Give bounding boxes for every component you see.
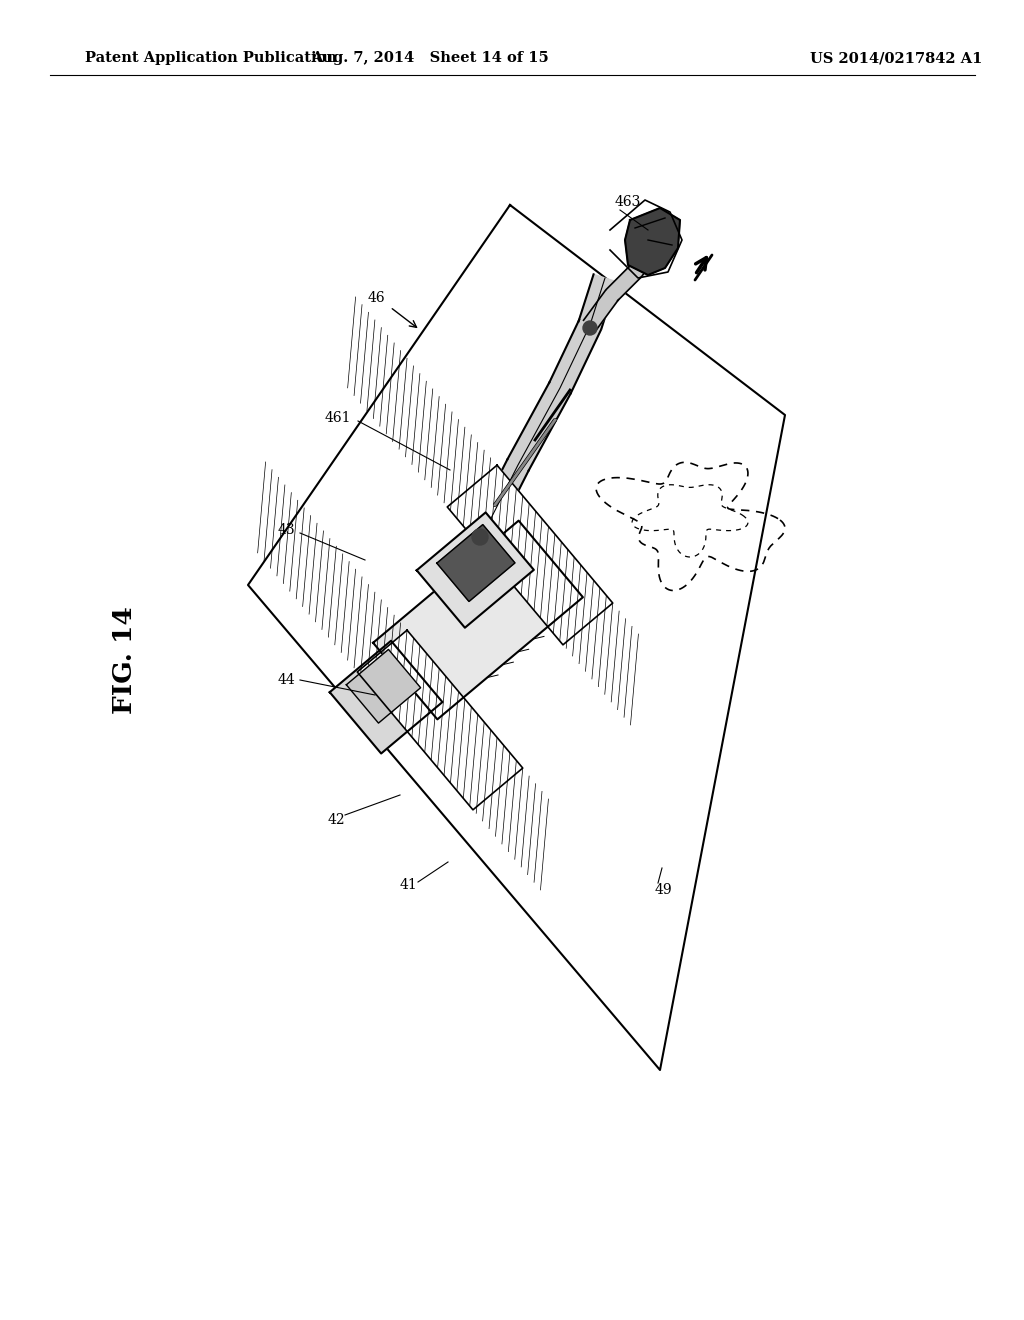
- Text: 42: 42: [328, 813, 346, 828]
- Polygon shape: [417, 512, 534, 628]
- Polygon shape: [606, 267, 641, 301]
- Polygon shape: [373, 520, 583, 719]
- Polygon shape: [469, 459, 528, 545]
- Text: 46: 46: [368, 290, 386, 305]
- Text: 41: 41: [400, 878, 418, 892]
- Circle shape: [472, 529, 488, 545]
- Text: 44: 44: [278, 673, 296, 686]
- Text: 463: 463: [615, 195, 641, 209]
- Text: US 2014/0217842 A1: US 2014/0217842 A1: [810, 51, 982, 65]
- Polygon shape: [579, 275, 616, 329]
- Polygon shape: [437, 524, 515, 602]
- Polygon shape: [447, 465, 612, 645]
- Polygon shape: [549, 319, 601, 393]
- Text: FIG. 14: FIG. 14: [113, 606, 137, 714]
- Circle shape: [642, 248, 654, 260]
- Polygon shape: [625, 209, 680, 275]
- Polygon shape: [584, 290, 618, 330]
- Polygon shape: [330, 640, 442, 754]
- Text: 461: 461: [325, 411, 351, 425]
- Text: Aug. 7, 2014   Sheet 14 of 15: Aug. 7, 2014 Sheet 14 of 15: [311, 51, 549, 65]
- Polygon shape: [357, 630, 522, 810]
- Circle shape: [583, 321, 597, 335]
- Polygon shape: [508, 383, 570, 471]
- Text: 49: 49: [655, 883, 673, 898]
- Text: 43: 43: [278, 523, 296, 537]
- Text: Patent Application Publication: Patent Application Publication: [85, 51, 337, 65]
- Polygon shape: [346, 649, 421, 723]
- Polygon shape: [629, 251, 654, 277]
